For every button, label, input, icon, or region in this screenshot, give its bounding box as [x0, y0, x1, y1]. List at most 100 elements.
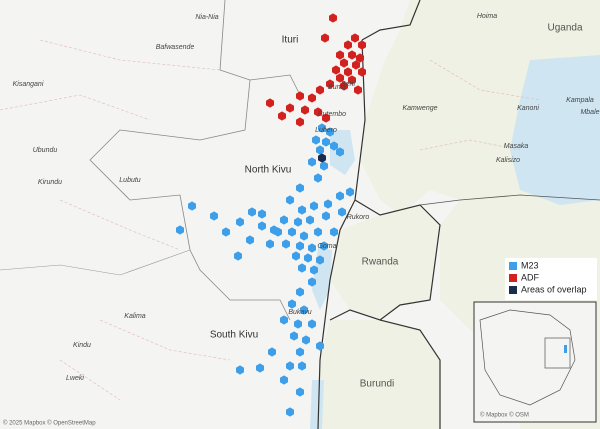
place-label: Lubero [315, 127, 337, 134]
place-label: Bukavu [288, 309, 311, 316]
inset-attribution: © Mapbox © OSM [480, 412, 529, 419]
event-hex [320, 241, 328, 251]
event-hex [286, 361, 294, 371]
event-hex [308, 243, 316, 253]
event-hex [314, 227, 322, 237]
event-hex [320, 161, 328, 171]
event-hex [358, 67, 366, 77]
event-hex [258, 209, 266, 219]
event-hex [294, 319, 302, 329]
place-label: North Kivu [245, 165, 292, 176]
event-hex [306, 215, 314, 225]
place-label: Kalisizo [496, 157, 520, 164]
event-hex [296, 241, 304, 251]
province-border [89, 0, 301, 321]
event-hex [280, 315, 288, 325]
event-hex [274, 227, 282, 237]
event-hex [256, 363, 264, 373]
border [329, 199, 441, 321]
event-hex [308, 319, 316, 329]
event-hex [296, 117, 304, 127]
event-hex [308, 277, 316, 287]
event-hex [348, 75, 356, 85]
event-hex [266, 239, 274, 249]
event-hex [302, 335, 310, 345]
event-hex [310, 265, 318, 275]
place-label: Hoima [477, 13, 497, 20]
event-hex [280, 215, 288, 225]
event-hex [308, 157, 316, 167]
event-hex [236, 365, 244, 375]
event-hex [316, 341, 324, 351]
event-hex [280, 375, 288, 385]
event-hex [348, 50, 356, 60]
legend-box [505, 258, 597, 300]
event-hex [188, 201, 196, 211]
event-hex [210, 211, 218, 221]
event-hex [336, 73, 344, 83]
event-hex [321, 33, 329, 43]
place-label: Goma [317, 243, 336, 250]
event-hex [300, 305, 308, 315]
event-hex [296, 287, 304, 297]
event-hex [322, 211, 330, 221]
burundi-area [320, 320, 440, 429]
event-hex [282, 239, 290, 249]
border [379, 319, 441, 429]
lake-tanganyika [310, 380, 324, 429]
place-label: Lubutu [119, 177, 141, 184]
event-hex [326, 127, 334, 137]
legend-swatch [509, 286, 517, 294]
event-hex [246, 235, 254, 245]
event-hex [340, 81, 348, 91]
place-label: Ubundu [33, 147, 58, 154]
event-hex [316, 145, 324, 155]
event-hex [326, 79, 334, 89]
place-label: Kalima [124, 313, 146, 320]
event-hex [318, 123, 326, 133]
event-hex [346, 187, 354, 197]
attribution: © 2025 Mapbox © OpenStreetMap [3, 420, 96, 427]
place-label: Rwanda [362, 257, 399, 268]
event-hex [330, 227, 338, 237]
event-hex [316, 255, 324, 265]
place-label: Kanoni [517, 105, 539, 112]
event-hex [301, 105, 309, 115]
place-label: Burundi [360, 379, 394, 390]
place-label: South Kivu [210, 330, 258, 341]
place-label: Masaka [504, 143, 529, 150]
event-hex [290, 331, 298, 341]
rwanda-area [330, 205, 440, 320]
legend-label: Areas of overlap [521, 284, 587, 294]
road [0, 39, 541, 401]
event-hex [236, 217, 244, 227]
inset [473, 301, 597, 423]
event-hex [314, 107, 322, 117]
event-hex [248, 207, 256, 217]
event-hex [324, 199, 332, 209]
event-hex [330, 141, 338, 151]
event-hex [300, 231, 308, 241]
place-label: Bafwasende [156, 44, 195, 51]
lake-victoria [510, 55, 600, 205]
event-hex [356, 53, 364, 63]
place-label: Ituri [282, 35, 299, 46]
event-hex [258, 221, 266, 231]
event-hex [352, 60, 360, 70]
legend-label: ADF [521, 272, 540, 282]
province-border [0, 249, 191, 276]
event-hex [316, 85, 324, 95]
place-label: Kindu [73, 342, 91, 349]
event-hex [292, 251, 300, 261]
place-label: Rukoro [347, 214, 370, 221]
event-hex [286, 103, 294, 113]
border [419, 194, 600, 206]
event-hex [268, 347, 276, 357]
event-hex [222, 227, 230, 237]
event-hex [234, 251, 242, 261]
event-hex [336, 50, 344, 60]
event-hex [344, 40, 352, 50]
event-hex [314, 173, 322, 183]
event-hex [310, 201, 318, 211]
place-label: Kamwenge [402, 105, 437, 112]
